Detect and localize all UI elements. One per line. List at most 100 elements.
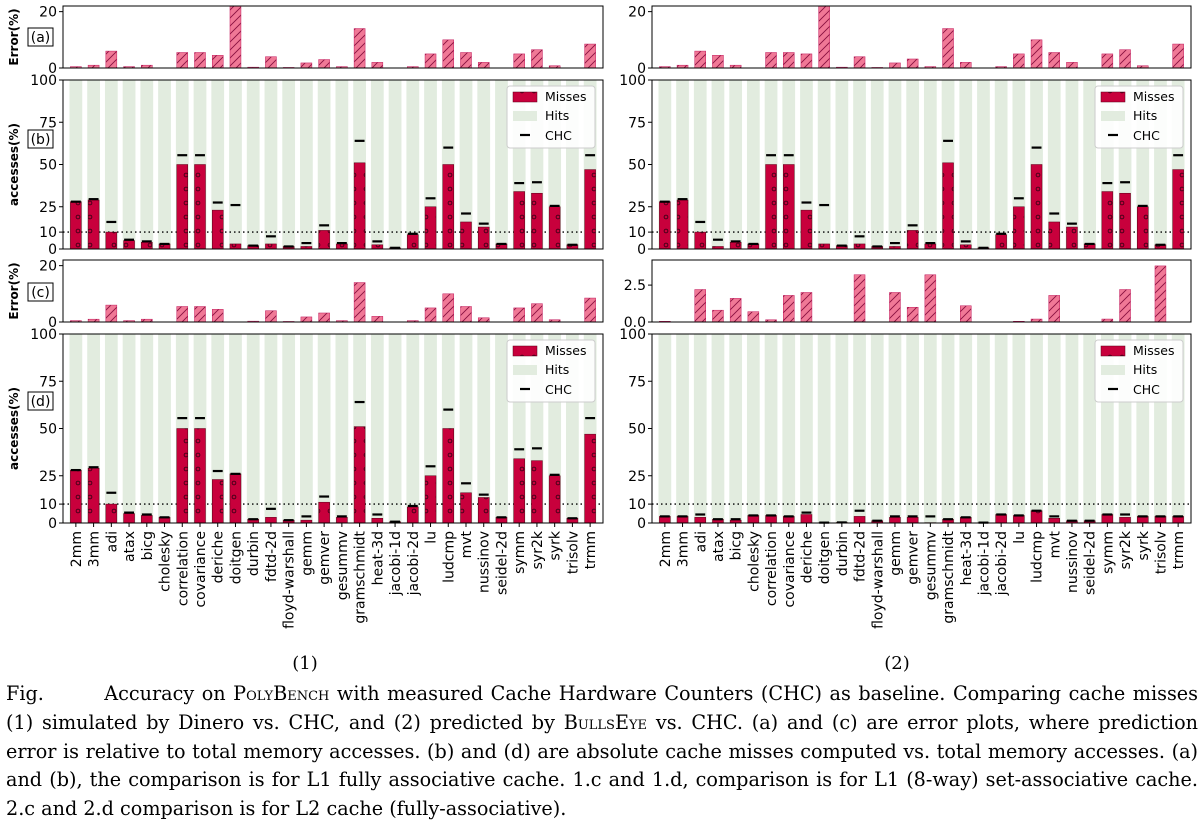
x-tick-label-seidel-2d: seidel-2d (494, 531, 510, 595)
hits-bar-jacobi-2d (406, 80, 420, 249)
hits-bar-mvt (1047, 334, 1061, 523)
y-tick-label: 10 (628, 497, 646, 513)
panel-3: 0 20 Error(%) (c) (7, 259, 604, 331)
hits-bar-correlation (764, 334, 778, 523)
x-tick-label-fdtd-2d: fdtd-2d (853, 531, 869, 582)
hits-bar-jacobi-1d (388, 334, 402, 523)
x-tick-label-jacobi-2d: jacobi-2d (406, 531, 422, 596)
hits-bar-jacobi-2d (994, 80, 1008, 249)
miss-bar-syrk (548, 475, 561, 524)
miss-bar-trmm (584, 169, 596, 250)
caption-polybench: PolyBench (233, 682, 330, 705)
x-tick-label-floyd-warshall: floyd-warshall (282, 531, 298, 629)
miss-bar-lu (1013, 515, 1025, 524)
error-bar-fdtd-2d (853, 274, 866, 323)
legend-misses-swatch (512, 345, 538, 357)
legend-misses-swatch (512, 91, 538, 103)
y-tick-label: 25 (628, 469, 646, 485)
y-tick-label: 25 (39, 469, 57, 485)
y-tick-label: 100 (30, 327, 57, 343)
y-tick-label: 20 (39, 5, 57, 21)
x-tick-label-lu: lu (1012, 531, 1028, 544)
miss-bar-lu (1013, 206, 1025, 250)
x-tick-label-syr2k: syr2k (1118, 530, 1134, 569)
hits-bar-doitgen (817, 334, 831, 523)
hits-bar-seidel-2d (495, 334, 508, 523)
hits-bar-ludcmp (1030, 334, 1043, 523)
miss-bar-trmm (1172, 169, 1184, 250)
x-tick-label-symm: symm (512, 531, 528, 574)
error-bar-covariance (783, 295, 795, 323)
x-tick-label-gesummv: gesummv (335, 531, 351, 600)
miss-bar-bicg (141, 241, 153, 250)
miss-bar-bicg (141, 515, 153, 524)
x-tick-label-correlation: correlation (175, 531, 191, 606)
error-bar-trmm (584, 43, 596, 69)
hits-bar-floyd-warshall (282, 334, 296, 523)
x-tick-label-ludcmp: ludcmp (1030, 531, 1046, 583)
y-tick-label: 0 (637, 516, 646, 532)
x-tick-label-syrk: syrk (548, 530, 564, 560)
hits-bar-seidel-2d (1083, 80, 1097, 249)
error-bar-syr2k (1119, 49, 1131, 69)
miss-bar-heat-3d (371, 244, 384, 250)
miss-bar-ludcmp (1030, 510, 1043, 524)
miss-bar-deriche (800, 209, 813, 250)
miss-bar-correlation (765, 515, 777, 524)
hits-bar-atax (711, 334, 725, 523)
y-tick-label: 10 (39, 497, 57, 513)
hits-bar-jacobi-2d (994, 334, 1008, 523)
hits-bar-floyd-warshall (870, 80, 884, 249)
miss-bar-mvt (460, 221, 472, 250)
miss-bar-mvt (1048, 221, 1060, 250)
x-tick-label-deriche: deriche (211, 531, 227, 583)
panel-tag-box (27, 27, 54, 47)
y-axis-label: Error(%) (7, 262, 21, 319)
y-tick-label: 50 (39, 158, 57, 174)
hits-bar-adi (104, 80, 118, 249)
miss-bar-3mm (87, 199, 100, 250)
miss-bar-heat-3d (371, 518, 384, 524)
miss-bar-deriche (211, 479, 224, 524)
panel-5: 0 20 (628, 5, 1192, 77)
error-bar-fdtd-2d (265, 56, 277, 69)
error-bar-ludcmp (442, 39, 455, 69)
legend-misses-swatch (1100, 345, 1126, 357)
miss-bar-gesummv (336, 517, 348, 524)
hits-bar-2mm (658, 334, 672, 523)
hits-bar-lu (1012, 334, 1026, 523)
error-bar-heat-3d (371, 62, 384, 69)
panel-tag-box (27, 282, 54, 302)
error-bar-lu (1013, 53, 1025, 69)
hits-bar-fdtd-2d (853, 334, 866, 523)
hits-bar-gemm (888, 334, 902, 523)
miss-bar-gemver (906, 517, 919, 524)
miss-bar-3mm (87, 467, 100, 524)
panel-tag: (b) (31, 132, 51, 148)
y-tick-label: 0 (48, 61, 57, 77)
miss-bar-fdtd-2d (853, 516, 866, 524)
error-bar-covariance (194, 52, 206, 69)
legend-chc-label: CHC (545, 128, 572, 143)
y-tick-label: 50 (628, 158, 646, 174)
hits-bar-nussinov (1065, 80, 1079, 249)
hits-bar-adi (693, 334, 707, 523)
panel-tag-box (27, 129, 54, 149)
hits-bar-durbin (246, 80, 260, 249)
y-tick-label: 0 (48, 242, 57, 258)
legend-hits-swatch (513, 365, 537, 375)
y-tick-label: 75 (628, 374, 646, 390)
hits-bar-jacobi-1d (977, 334, 990, 523)
hits-bar-fdtd-2d (853, 80, 866, 249)
error-bar-nussinov (477, 62, 490, 69)
plot-frame (62, 259, 604, 323)
legend-misses-label: Misses (545, 343, 587, 358)
y-tick-label: 20 (39, 259, 57, 275)
panel-4: 0 10 25 50 75 100 accesses(%) (d) Misses Hits CHC 2… (7, 327, 604, 629)
x-tick-label-cholesky: cholesky (746, 531, 762, 592)
miss-bar-jacobi-2d (995, 234, 1007, 250)
miss-bar-adi (694, 517, 706, 524)
hits-bar-bicg (729, 334, 743, 523)
hits-bar-nussinov (477, 334, 491, 523)
